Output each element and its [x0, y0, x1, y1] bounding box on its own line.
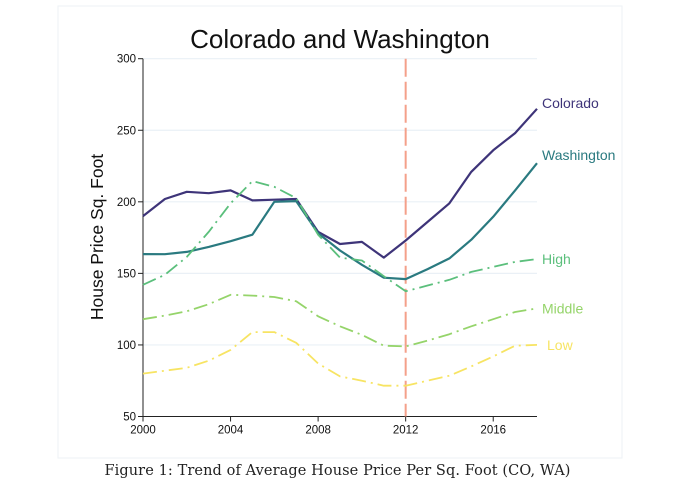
axes: 50 100 150 200 250 300 2000 2004 2008 2012 2016	[117, 54, 537, 437]
series-line-washington	[142, 162, 538, 281]
y-tick-label: 250	[117, 125, 136, 137]
series-lines	[142, 108, 538, 387]
series-label-colorado: Colorado	[542, 95, 599, 111]
y-tick-label: 300	[117, 54, 136, 66]
gridlines	[143, 58, 537, 346]
x-tick-label: 2016	[480, 425, 506, 437]
series-labels: Colorado Washington High Middle Low	[542, 95, 615, 353]
figure-caption: Figure 1: Trend of Average House Price P…	[104, 463, 571, 479]
y-tick-label: 50	[123, 412, 136, 424]
series-line-high	[142, 180, 538, 293]
figure-border	[57, 5, 623, 459]
y-axis-label: House Price Sq. Foot	[87, 154, 107, 320]
x-tick-label: 2004	[218, 425, 244, 437]
y-tick-label: 200	[117, 197, 136, 209]
y-tick-label: 100	[117, 340, 136, 352]
chart-title: Colorado and Washington	[190, 24, 490, 54]
y-tick-label: 150	[117, 268, 136, 280]
x-tick-label: 2000	[130, 425, 156, 437]
series-line-middle	[142, 293, 538, 348]
series-label-washington: Washington	[542, 147, 615, 163]
series-label-high: High	[542, 251, 571, 267]
series-label-low: Low	[547, 337, 574, 353]
x-tick-label: 2012	[393, 425, 419, 437]
x-tick-label: 2008	[305, 425, 331, 437]
series-line-low	[142, 331, 538, 387]
series-line-colorado	[142, 108, 538, 259]
series-label-middle: Middle	[542, 300, 583, 316]
